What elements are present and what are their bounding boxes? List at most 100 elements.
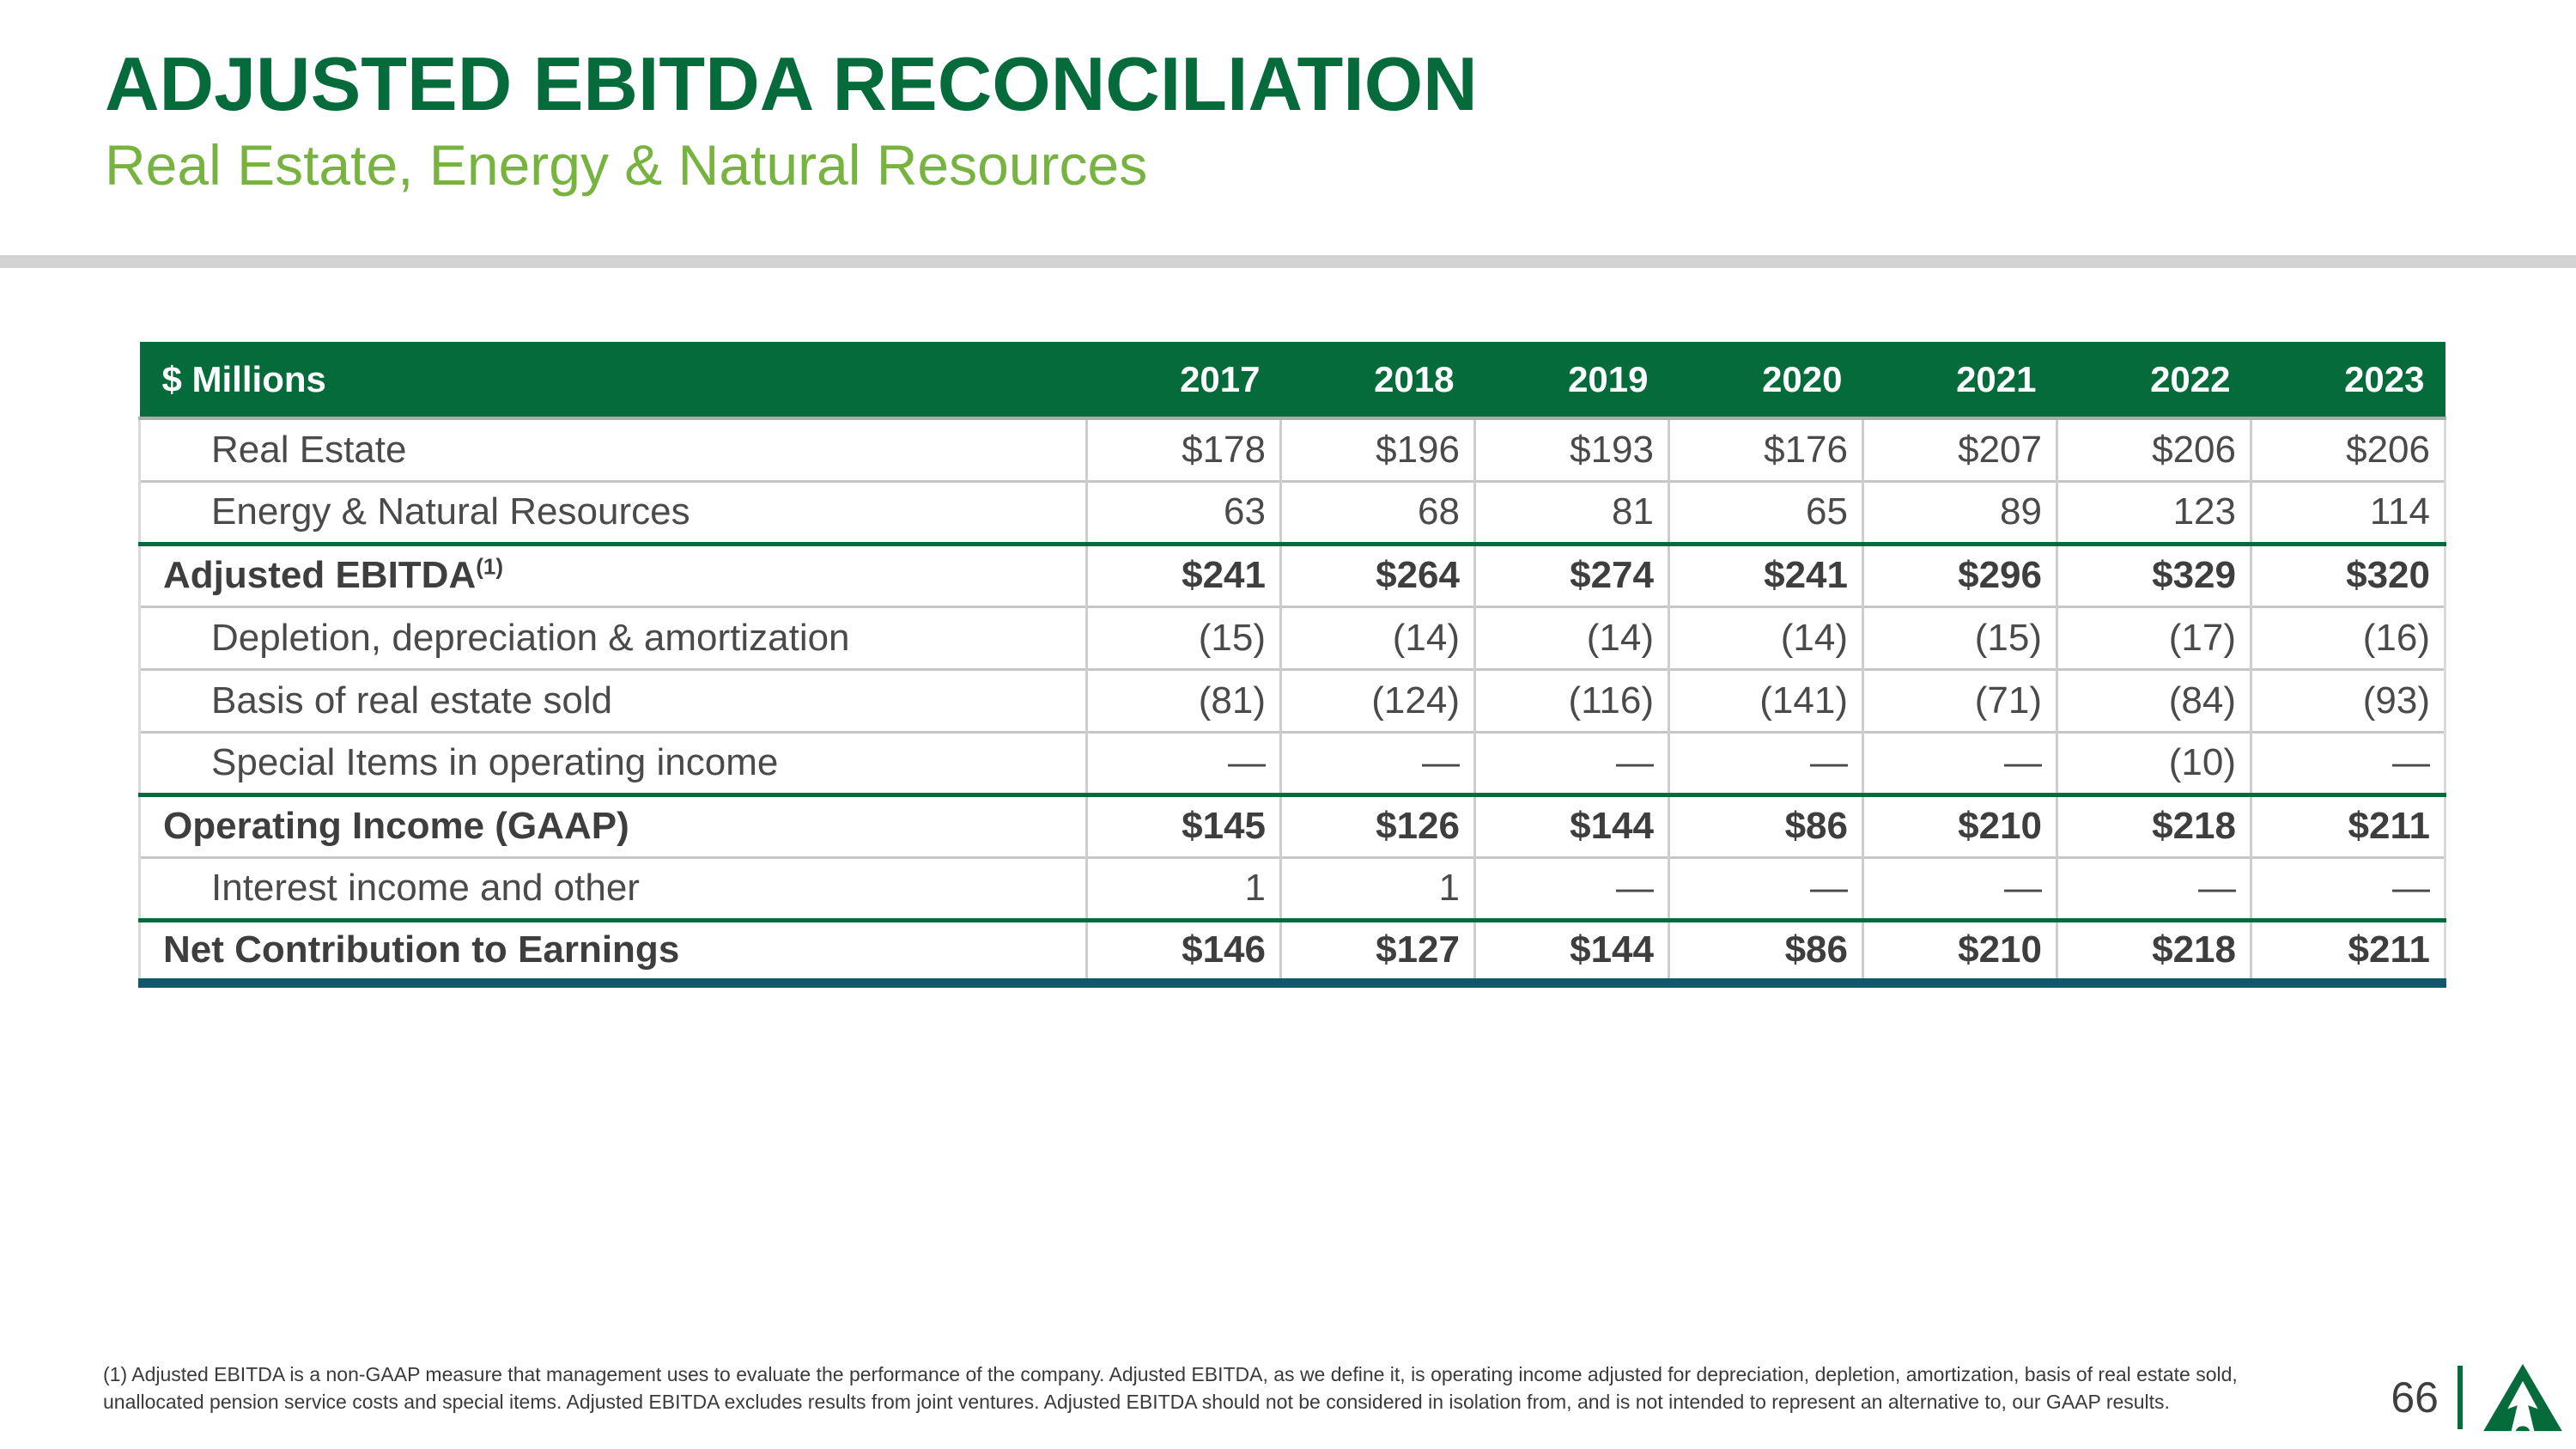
cell-value: 1	[1279, 855, 1475, 920]
table-row-special-items: Special Items in operating income — — — …	[138, 730, 2446, 795]
cell-value: (93)	[2250, 667, 2446, 732]
cell-value: $145	[1085, 792, 1281, 857]
cell-value: —	[1668, 730, 1863, 795]
cell-value: $193	[1473, 417, 1669, 481]
table-row-depletion-depreciation-amortization: Depletion, depreciation & amortization (…	[138, 605, 2446, 669]
table-row-energy-natural-resources: Energy & Natural Resources 63 68 81 65 8…	[138, 479, 2446, 544]
column-header-units: $ Millions	[139, 342, 1087, 418]
cell-value: 1	[1085, 855, 1281, 920]
cell-value: $146	[1085, 917, 1281, 988]
company-logo-icon	[2482, 1361, 2564, 1434]
cell-value: —	[1668, 855, 1863, 920]
cell-value: $329	[2056, 541, 2251, 606]
column-header-year: 2018	[1280, 342, 1475, 418]
table-row-operating-income-gaap: Operating Income (GAAP) $145 $126 $144 $…	[138, 792, 2446, 857]
cell-value: 63	[1085, 479, 1281, 544]
cell-value: (14)	[1279, 605, 1475, 669]
footnote-text: (1) Adjusted EBITDA is a non-GAAP measur…	[103, 1362, 2238, 1413]
cell-value: 65	[1668, 479, 1863, 544]
row-label: Energy & Natural Resources	[138, 479, 1087, 544]
cell-value: —	[1473, 730, 1669, 795]
row-label-text: Adjusted EBITDA	[163, 554, 477, 596]
cell-value: (84)	[2056, 667, 2251, 732]
cell-value: 81	[1473, 479, 1669, 544]
row-label: Basis of real estate sold	[138, 667, 1087, 732]
cell-value: $264	[1279, 541, 1475, 606]
table-row-real-estate: Real Estate $178 $196 $193 $176 $207 $20…	[138, 417, 2446, 481]
cell-value: $86	[1668, 792, 1863, 857]
cell-value: $211	[2250, 792, 2446, 857]
cell-value: $206	[2056, 417, 2251, 481]
cell-value: —	[1473, 855, 1669, 920]
cell-value: (16)	[2250, 605, 2446, 669]
row-label: Special Items in operating income	[138, 730, 1087, 795]
cell-value: —	[2250, 730, 2446, 795]
cell-value: (141)	[1668, 667, 1863, 732]
cell-value: 114	[2250, 479, 2446, 544]
cell-value: 68	[1279, 479, 1475, 544]
cell-value: $86	[1668, 917, 1863, 988]
row-label: Interest income and other	[138, 855, 1087, 920]
cell-value: $274	[1473, 541, 1669, 606]
cell-value: (14)	[1668, 605, 1863, 669]
cell-value: $144	[1473, 792, 1669, 857]
cell-value: $296	[1862, 541, 2057, 606]
logo-divider	[2458, 1366, 2463, 1429]
row-label: Real Estate	[138, 417, 1087, 481]
cell-value: —	[1279, 730, 1475, 795]
column-header-year: 2021	[1862, 342, 2057, 418]
cell-value: 123	[2056, 479, 2251, 544]
cell-value: (17)	[2056, 605, 2251, 669]
cell-value: $210	[1862, 917, 2057, 988]
cell-value: $218	[2056, 917, 2251, 988]
footer-right: 66	[2391, 1361, 2564, 1434]
cell-value: $207	[1862, 417, 2057, 481]
row-label: Net Contribution to Earnings	[138, 917, 1087, 988]
cell-value: —	[2056, 855, 2251, 920]
table-header-row: $ Millions 2017 2018 2019 2020 2021 2022…	[139, 342, 2445, 418]
column-header-year: 2022	[2057, 342, 2251, 418]
cell-value: $218	[2056, 792, 2251, 857]
cell-value: (10)	[2056, 730, 2251, 795]
cell-value: (81)	[1085, 667, 1281, 732]
cell-value: $126	[1279, 792, 1475, 857]
column-header-year: 2023	[2251, 342, 2445, 418]
cell-value: $127	[1279, 917, 1475, 988]
cell-value: (15)	[1085, 605, 1281, 669]
ebitda-reconciliation-table: $ Millions 2017 2018 2019 2020 2021 2022…	[138, 342, 2446, 988]
cell-value: $210	[1862, 792, 2057, 857]
cell-value: (14)	[1473, 605, 1669, 669]
footnote-marker: (1)	[476, 553, 504, 580]
cell-value: $144	[1473, 917, 1669, 988]
cell-value: $176	[1668, 417, 1863, 481]
cell-value: $241	[1085, 541, 1281, 606]
cell-value: $320	[2250, 541, 2446, 606]
table-row-basis-of-real-estate-sold: Basis of real estate sold (81) (124) (11…	[138, 667, 2446, 732]
cell-value: $206	[2250, 417, 2446, 481]
table-row-adjusted-ebitda: Adjusted EBITDA(1) $241 $264 $274 $241 $…	[138, 541, 2446, 606]
column-header-year: 2020	[1668, 342, 1863, 418]
cell-value: —	[1862, 730, 2057, 795]
cell-value: $241	[1668, 541, 1863, 606]
page-subtitle: Real Estate, Energy & Natural Resources	[105, 133, 1148, 198]
row-label: Depletion, depreciation & amortization	[138, 605, 1087, 669]
cell-value: —	[1862, 855, 2057, 920]
cell-value: (124)	[1279, 667, 1475, 732]
table-row-interest-income-and-other: Interest income and other 1 1 — — — — —	[138, 855, 2446, 920]
cell-value: (71)	[1862, 667, 2057, 732]
column-header-year: 2019	[1474, 342, 1669, 418]
cell-value: (116)	[1473, 667, 1669, 732]
cell-value: 89	[1862, 479, 2057, 544]
slide-header: ADJUSTED EBITDA RECONCILIATION Real Esta…	[105, 44, 1478, 198]
divider-bar	[0, 255, 2576, 268]
row-label: Adjusted EBITDA(1)	[138, 541, 1087, 606]
column-header-year: 2017	[1086, 342, 1281, 418]
cell-value: (15)	[1862, 605, 2057, 669]
table-row-net-contribution-to-earnings: Net Contribution to Earnings $146 $127 $…	[138, 917, 2446, 988]
row-label: Operating Income (GAAP)	[138, 792, 1087, 857]
page-number: 66	[2391, 1373, 2439, 1422]
cell-value: $178	[1085, 417, 1281, 481]
cell-value: —	[1085, 730, 1281, 795]
cell-value: $211	[2250, 917, 2446, 988]
